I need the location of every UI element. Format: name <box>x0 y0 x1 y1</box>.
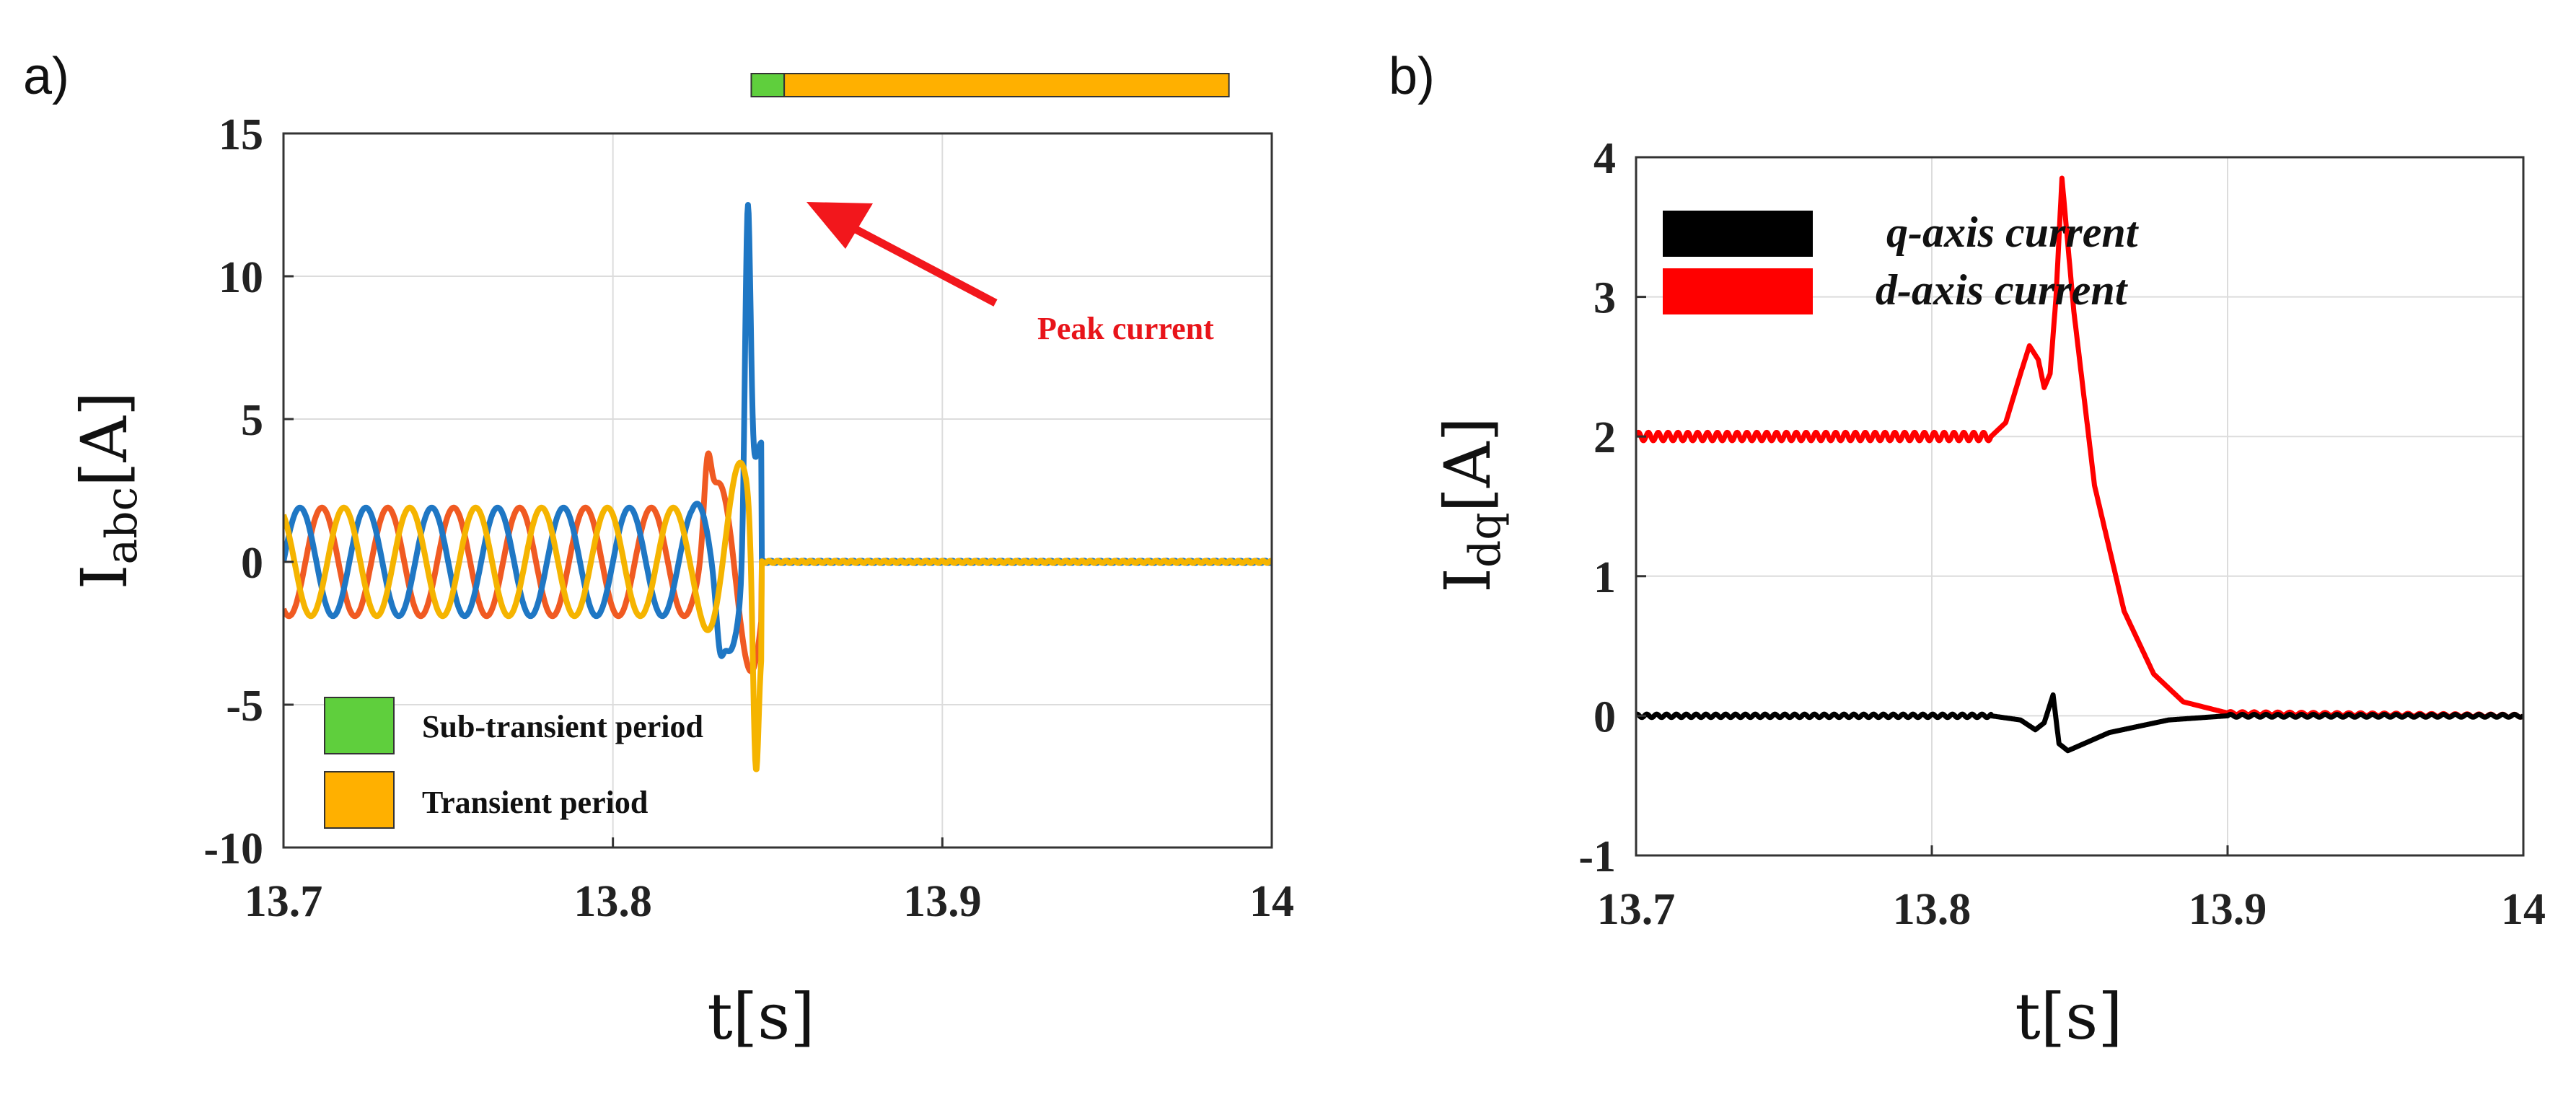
panel-a-xticks: 13.7 13.8 13.9 14 <box>245 837 1294 926</box>
panel-b-xlabel: t[s] <box>2015 979 2122 1054</box>
panel-a-legend: Sub-transient period Transient period <box>324 697 703 829</box>
period-bar <box>750 73 1230 97</box>
legend-swatch-sub-transient <box>324 697 395 754</box>
panel-b-grid <box>1635 157 2524 856</box>
panel-b-xtick-label: 13.7 <box>1597 885 1676 934</box>
panel-b-ytick-label: -1 <box>1578 832 1616 881</box>
peak-arrow-shaft <box>845 221 998 307</box>
peak-annotation: Peak current <box>806 202 1214 346</box>
legend-swatch-d-axis <box>1663 268 1813 314</box>
panel-b-yticks: -1 0 1 2 3 4 <box>1578 134 1646 881</box>
panel-b-xticks: 13.7 13.8 13.9 14 <box>1597 845 2546 934</box>
panel-b-frame <box>1635 156 2525 857</box>
panel-a-xlabel: t[s] <box>707 979 814 1054</box>
legend-swatch-transient <box>324 771 395 829</box>
panel-a-ytick-label: -10 <box>203 824 263 873</box>
panel-b-label: b) <box>1389 48 1435 105</box>
transient-bar <box>783 73 1230 97</box>
legend-label-transient: Transient period <box>422 785 648 820</box>
panel-b-ytick-label: 2 <box>1593 413 1616 462</box>
panel-b-xtick-label: 14 <box>2501 885 2546 934</box>
series-line-q-axis-current <box>1636 692 2523 754</box>
panel-b-series <box>1636 175 2523 754</box>
panel-a-ytick-label: 10 <box>219 253 263 302</box>
panel-a-ytick-label: -5 <box>226 682 263 731</box>
panel-a-xtick-label: 13.9 <box>903 877 982 926</box>
peak-current-label: Peak current <box>1037 311 1214 346</box>
panel-a-yticks: -10 -5 0 5 10 15 <box>203 110 294 873</box>
legend-swatch-q-axis <box>1663 211 1813 257</box>
panel-a-ylabel: Iabc[A] <box>67 392 147 590</box>
panel-b-ytick-label: 3 <box>1593 274 1616 323</box>
legend-label-q-axis: q-axis current <box>1886 208 2140 256</box>
panel-b-xtick-label: 13.9 <box>2189 885 2267 934</box>
panel-a-xtick-label: 13.7 <box>245 877 323 926</box>
panel-a-xtick-label: 14 <box>1249 877 1294 926</box>
panel-b-legend: q-axis current d-axis current <box>1663 208 2140 314</box>
legend-label-d-axis: d-axis current <box>1876 266 2129 314</box>
legend-label-sub-transient: Sub-transient period <box>422 709 703 744</box>
panel-a-ytick-label: 0 <box>241 539 263 588</box>
panel-a-frame <box>282 132 1273 849</box>
panel-b-ytick-label: 1 <box>1593 553 1616 602</box>
panel-a-xtick-label: 13.8 <box>573 877 652 926</box>
peak-arrow-head <box>806 202 873 249</box>
series-line-d-axis-current <box>1636 175 2523 720</box>
panel-b-ytick-label: 4 <box>1593 134 1616 183</box>
panel-a-label: a) <box>23 48 69 105</box>
sub-transient-bar <box>750 73 786 97</box>
panel-b-xtick-label: 13.8 <box>1893 885 1971 934</box>
panel-b-ytick-label: 0 <box>1593 692 1616 741</box>
series-line-phase-c <box>283 459 1272 772</box>
panel-a-ytick-label: 15 <box>219 110 263 159</box>
panel-a-series <box>283 202 1272 772</box>
panel-b-ylabel: Idq[A] <box>1430 417 1511 593</box>
panel-a-ytick-label: 5 <box>241 396 263 445</box>
